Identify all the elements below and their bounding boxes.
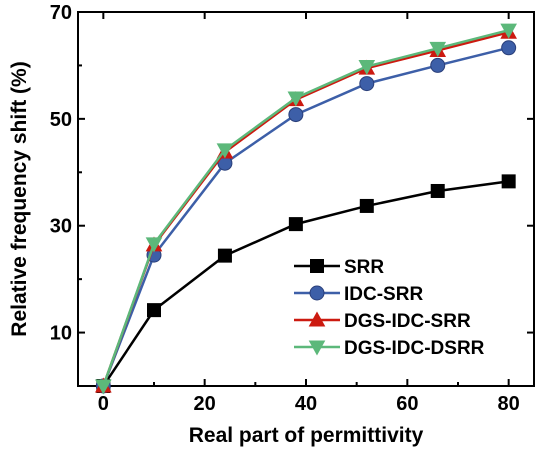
data-point [308, 340, 326, 356]
data-point [216, 143, 234, 159]
data-point [287, 91, 305, 107]
data-point [358, 60, 376, 76]
data-point [217, 248, 232, 263]
legend-label: SRR [344, 257, 384, 278]
legend: SRR IDC-SRR DGS-IDC-SRR DGS-IDC-DSRR [294, 257, 485, 359]
y-axis-title: Relative frequency shift (%) [8, 61, 31, 336]
y-tick-label: 10 [50, 323, 72, 345]
legend-entry: DGS-IDC-SRR [294, 311, 471, 332]
legend-label: IDC-SRR [344, 284, 423, 305]
series-line [102, 46, 509, 387]
legend-entry: IDC-SRR [294, 284, 423, 305]
x-axis-title: Real part of permittivity [189, 424, 424, 447]
y-tick-label: 50 [50, 109, 72, 131]
data-point [429, 41, 447, 57]
x-tick-label: 40 [295, 393, 317, 415]
data-point [309, 285, 325, 301]
data-point [95, 379, 112, 395]
x-tick-label: 0 [98, 393, 109, 415]
data-point [308, 311, 326, 327]
data-point [359, 198, 374, 213]
data-point [430, 57, 446, 73]
legend-entry: DGS-IDC-DSRR [294, 338, 485, 359]
legend-entry: SRR [294, 257, 384, 278]
axis-ticks: 0 20 40 60 80 10 30 50 70 [50, 2, 534, 415]
series-srr [96, 174, 516, 393]
x-tick-label: 20 [194, 393, 216, 415]
legend-label: DGS-IDC-DSRR [344, 338, 485, 359]
data-point [288, 107, 304, 123]
series-line [102, 31, 509, 387]
data-point [501, 174, 516, 189]
y-tick-label: 70 [50, 2, 72, 24]
data-point [359, 76, 375, 92]
y-tick-label: 30 [50, 216, 72, 238]
data-point [501, 40, 517, 56]
data-point [310, 259, 324, 273]
series-layer [95, 23, 517, 395]
series-dgs-idc-dsrr [95, 23, 517, 395]
data-point [430, 183, 445, 198]
data-point [145, 237, 163, 253]
data-point [147, 303, 161, 318]
series-line [102, 28, 509, 387]
legend-label: DGS-IDC-SRR [344, 311, 471, 332]
series-dgs-idc-srr [95, 23, 517, 393]
x-tick-label: 60 [396, 393, 418, 415]
data-point [500, 23, 517, 39]
data-point [288, 217, 303, 232]
x-tick-label: 80 [498, 393, 520, 415]
